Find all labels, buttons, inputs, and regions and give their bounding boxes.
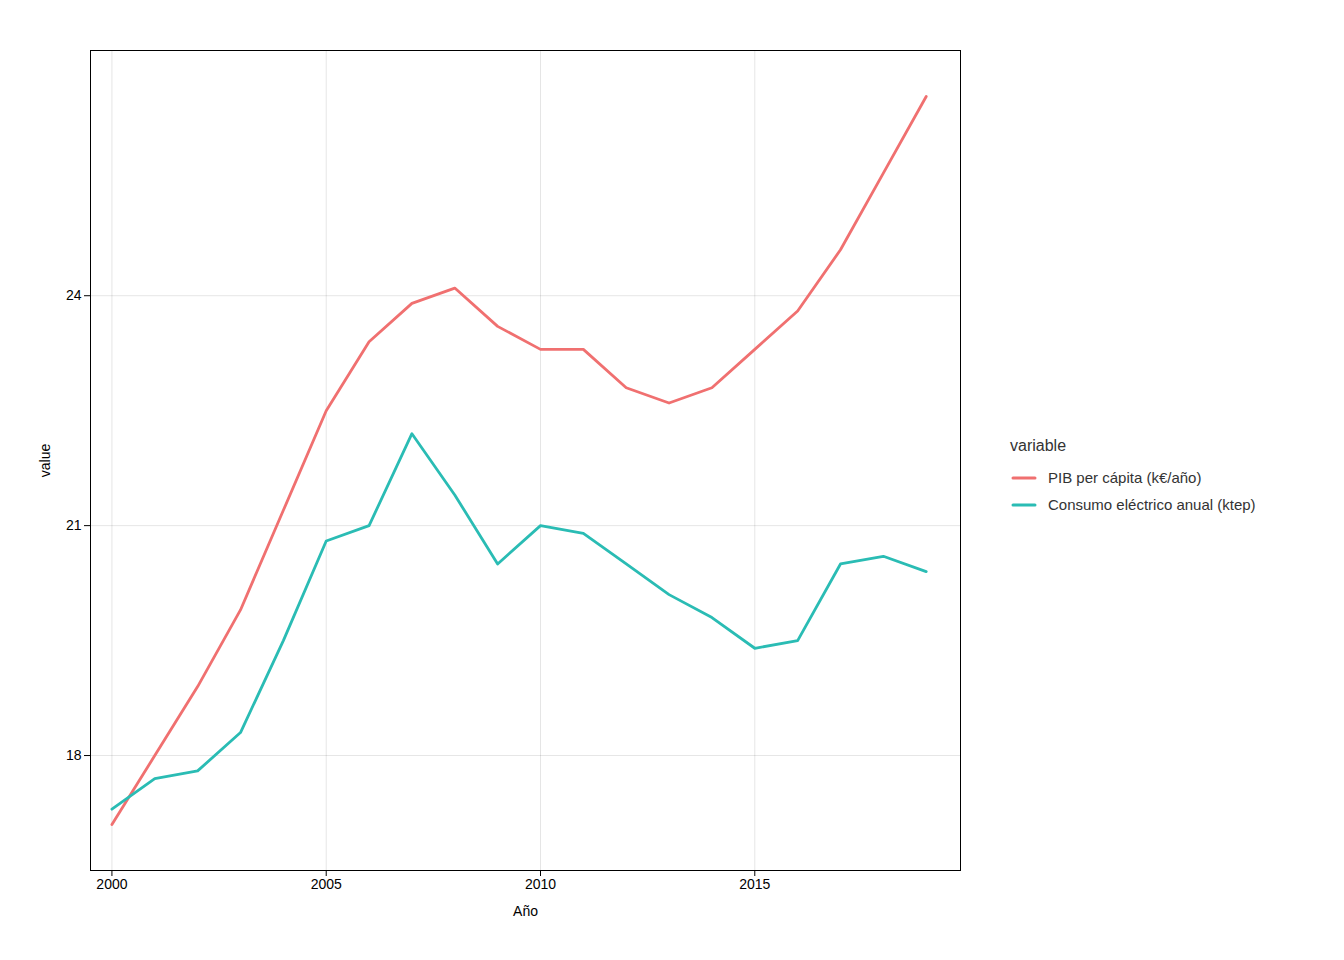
html-text:variable: variable (1010, 437, 1066, 454)
svg-text:21: 21 (66, 517, 82, 533)
html-text:PIB per cápita (k€/año): PIB per cápita (k€/año) (1048, 469, 1202, 486)
html-text:Consumo eléctrico anual (ktep): Consumo eléctrico anual (ktep) (1048, 496, 1256, 513)
svg-text:2015: 2015 (739, 876, 770, 892)
svg-text:value: value (37, 444, 53, 478)
svg-text:2005: 2005 (311, 876, 342, 892)
svg-text:18: 18 (66, 747, 82, 763)
svg-text:24: 24 (66, 287, 82, 303)
svg-text:2000: 2000 (96, 876, 127, 892)
svg-text:Año: Año (513, 903, 538, 919)
svg-text:2010: 2010 (525, 876, 556, 892)
